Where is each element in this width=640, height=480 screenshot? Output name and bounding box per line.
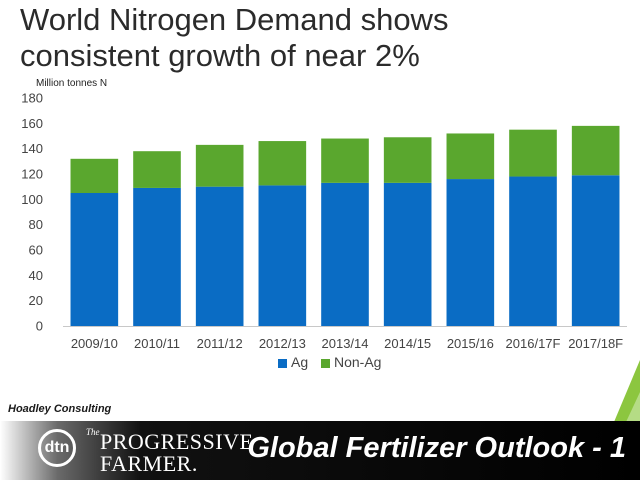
stacked-bar-chart: Million tonnes N 0 20 40 60 80 100 120 140 160 18…	[21, 78, 627, 370]
bar-ag-2015-16	[446, 179, 495, 326]
bar-non-ag-2012-13	[258, 141, 307, 186]
y-tick-label: 120	[21, 167, 43, 182]
slide-title: World Nitrogen Demand shows consistent g…	[20, 2, 449, 73]
y-tick-label: 60	[29, 243, 43, 258]
bars-group	[70, 125, 620, 326]
footer-bar: dtn The PROGRESSIVE FARMER. Global Ferti…	[0, 421, 640, 480]
x-tick-label: 2012/13	[259, 336, 306, 351]
bar-ag-2017-18F	[571, 175, 620, 326]
bar-non-ag-2011-12	[195, 144, 244, 187]
y-tick-label: 80	[29, 217, 43, 232]
x-tick-label: 2011/12	[197, 336, 243, 351]
y-axis-ticks: 0 20 40 60 80 100 120 140 160 180	[21, 91, 43, 334]
x-axis-ticks: 2009/10 2010/11 2011/12 2012/13 2013/14 2014/…	[71, 336, 623, 351]
legend-label: Non-Ag	[334, 354, 381, 370]
logo-farmer-text: FARMER.	[100, 451, 198, 476]
source-credit: Hoadley Consulting	[8, 403, 112, 415]
x-tick-label: 2013/14	[322, 336, 369, 351]
y-tick-label: 0	[36, 319, 43, 334]
legend-swatch	[278, 359, 287, 368]
bar-non-ag-2016-17F	[509, 129, 557, 177]
legend-label: Ag	[291, 354, 308, 370]
accent-triangle-light	[626, 392, 640, 422]
bar-non-ag-2013-14	[321, 138, 369, 183]
legend: Ag Non-Ag	[278, 354, 381, 370]
bar-ag-2014-15	[383, 182, 432, 326]
bar-ag-2010-11	[133, 187, 181, 326]
bar-non-ag-2010-11	[133, 151, 181, 188]
bar-ag-2012-13	[258, 185, 307, 326]
y-tick-label: 100	[21, 192, 43, 207]
bar-ag-2009-10	[70, 193, 119, 326]
bar-non-ag-2017-18F	[571, 125, 620, 176]
bar-ag-2013-14	[321, 182, 369, 326]
x-tick-label: 2009/10	[71, 336, 118, 351]
bar-ag-2011-12	[195, 186, 244, 326]
x-tick-label: 2014/15	[384, 336, 431, 351]
footer-title: Global Fertilizer Outlook - 1	[247, 432, 626, 464]
logo-the-text: The	[86, 427, 100, 437]
bar-non-ag-2009-10	[70, 158, 119, 193]
x-tick-label: 2016/17F	[506, 336, 561, 351]
dtn-logo: dtn	[38, 429, 76, 467]
y-tick-label: 180	[21, 91, 43, 106]
bar-non-ag-2014-15	[383, 137, 432, 183]
x-tick-label: 2017/18F	[568, 336, 623, 351]
y-tick-label: 160	[21, 116, 43, 131]
logo-progressive-text: PROGRESSIVE	[100, 429, 254, 454]
x-tick-label: 2010/11	[134, 336, 180, 351]
y-tick-label: 140	[21, 141, 43, 156]
y-tick-label: 40	[29, 268, 43, 283]
y-tick-label: 20	[29, 293, 43, 308]
y-axis-label: Million tonnes N	[36, 78, 107, 89]
x-tick-label: 2015/16	[447, 336, 494, 351]
decorative-triangles	[614, 360, 640, 422]
bar-ag-2016-17F	[509, 176, 557, 326]
legend-swatch	[321, 359, 330, 368]
bar-non-ag-2015-16	[446, 133, 495, 180]
